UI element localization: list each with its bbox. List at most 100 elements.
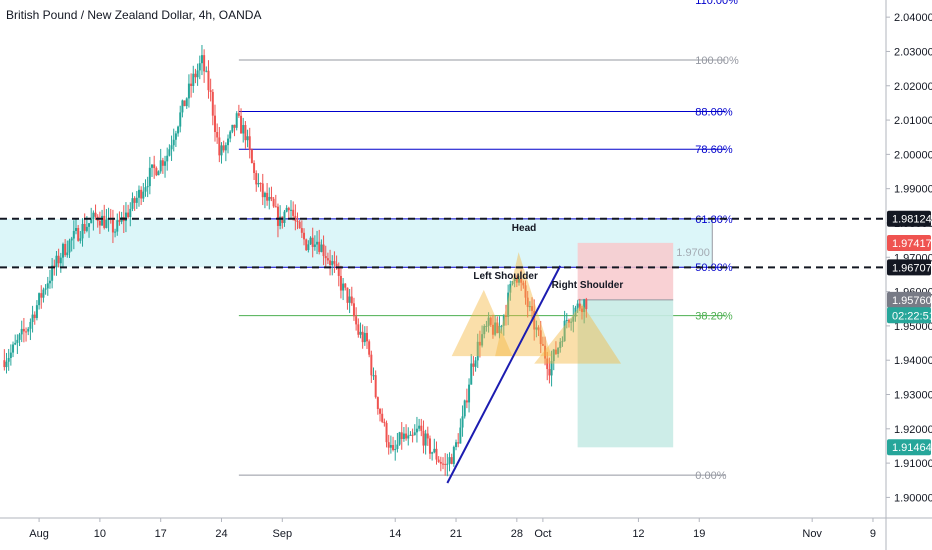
short-position-tool: [577, 242, 674, 448]
candle: [276, 203, 279, 238]
candle: [461, 405, 464, 437]
candle: [263, 191, 266, 209]
head-and-shoulders-pattern: [451, 252, 622, 364]
time-axis-bg: [0, 518, 932, 550]
price-tag[interactable]: 1.95760: [887, 291, 932, 308]
candle: [177, 125, 180, 137]
candle: [166, 147, 169, 171]
candle-body: [242, 125, 245, 134]
candle: [402, 426, 405, 442]
candle-body: [287, 207, 290, 211]
price-tag-label: 02:22:51: [892, 310, 932, 322]
candle: [181, 99, 184, 118]
candle-body: [489, 317, 492, 325]
candle: [155, 166, 158, 177]
candle-body: [368, 341, 371, 355]
candle: [283, 209, 286, 227]
candle-body: [85, 226, 88, 231]
candle: [452, 445, 455, 467]
candle-body: [64, 243, 67, 256]
candle-body: [3, 360, 6, 368]
candle: [361, 324, 364, 349]
candle: [70, 236, 73, 252]
candle: [494, 316, 497, 337]
candle-body: [200, 55, 203, 64]
candle: [296, 212, 299, 230]
candle-body: [311, 237, 314, 247]
time-tick-label: 24: [215, 528, 227, 540]
candle-body: [9, 352, 12, 358]
price-tick-label: 1.93000: [894, 390, 932, 402]
candle-body: [544, 345, 547, 359]
pattern-triangle: [534, 303, 622, 364]
candle-body: [90, 218, 93, 224]
candle: [331, 255, 334, 276]
candle-body: [485, 325, 488, 327]
candle-body: [42, 289, 45, 298]
candle-body: [198, 63, 201, 71]
candle-body: [235, 113, 238, 128]
horizontal-levels: [0, 217, 886, 269]
candle: [444, 453, 447, 476]
price-tag[interactable]: 1.91464: [887, 439, 932, 456]
candle-body: [572, 316, 575, 322]
candle-body: [344, 283, 347, 288]
candle: [446, 453, 449, 477]
time-tick-label: 21: [450, 528, 462, 540]
price-tag[interactable]: 1.98124: [887, 210, 932, 227]
time-tick-label: Aug: [29, 528, 49, 540]
candle: [94, 204, 97, 220]
candle-body: [570, 321, 573, 323]
candle-body: [75, 227, 78, 231]
candle: [57, 248, 60, 268]
candle-body: [68, 240, 71, 253]
candle: [200, 45, 203, 76]
candle-body: [474, 360, 477, 367]
candle-body: [118, 220, 121, 222]
candle-body: [268, 196, 271, 201]
candle-body: [31, 314, 34, 322]
candle-body: [151, 164, 154, 168]
candle: [161, 157, 164, 174]
candle-body: [576, 303, 579, 308]
candle-body: [168, 149, 171, 156]
price-tag[interactable]: 02:22:51: [887, 307, 932, 324]
candle-body: [439, 461, 442, 464]
price-tag[interactable]: 1.97417: [887, 234, 932, 251]
candle: [248, 127, 251, 159]
candlesticks: [3, 45, 588, 477]
candle: [48, 269, 51, 289]
candle: [255, 170, 258, 192]
candle: [457, 433, 460, 448]
candle-body: [296, 221, 299, 223]
time-tick-label: 28: [511, 528, 523, 540]
candle: [379, 407, 382, 422]
candle-body: [16, 339, 19, 343]
candle: [246, 129, 249, 148]
candle: [472, 356, 475, 376]
candle: [368, 339, 371, 358]
candle-body: [376, 397, 379, 410]
candle: [385, 420, 388, 448]
candle-body: [172, 139, 175, 146]
candle: [270, 186, 273, 202]
candle-body: [127, 212, 130, 217]
price-tag-bg: [887, 259, 931, 276]
candle-body: [105, 219, 108, 228]
candle-body: [294, 215, 297, 222]
candle: [322, 235, 325, 266]
candle-body: [528, 306, 531, 308]
candle-body: [181, 100, 184, 113]
candle: [213, 104, 216, 142]
candle-body: [365, 332, 368, 342]
candle: [83, 213, 86, 234]
candle: [381, 408, 384, 424]
candle-body: [253, 162, 256, 174]
candle-body: [387, 442, 390, 448]
price-tag[interactable]: 1.96707: [887, 259, 932, 276]
candle: [42, 287, 45, 303]
candle-body: [5, 361, 8, 368]
candle-body: [300, 228, 303, 233]
candle: [153, 155, 156, 179]
